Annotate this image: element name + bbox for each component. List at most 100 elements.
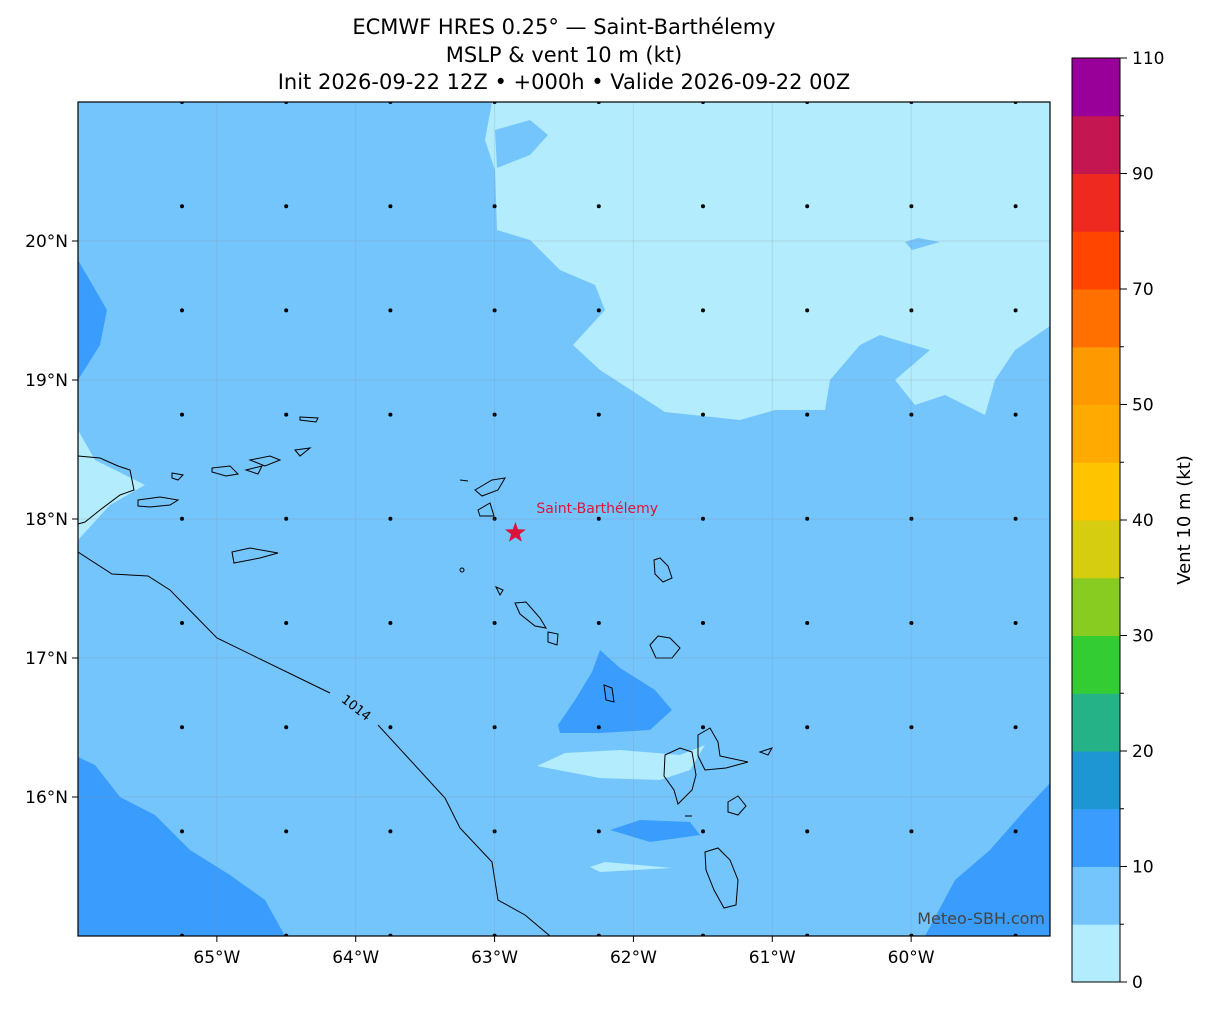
barb-dot bbox=[284, 516, 289, 521]
barb-dot bbox=[805, 308, 810, 313]
colorbar-tick-label: 20 bbox=[1132, 742, 1154, 762]
barb-dot bbox=[180, 412, 184, 417]
wind-fill bbox=[610, 820, 700, 842]
colorbar-tick-label: 30 bbox=[1132, 627, 1154, 647]
barb-dot bbox=[805, 621, 810, 625]
barb-dot bbox=[492, 621, 497, 625]
wind-fill bbox=[78, 757, 285, 936]
coastline bbox=[137, 496, 180, 508]
barb-dot bbox=[701, 204, 705, 209]
colorbar-tick-label: 90 bbox=[1132, 165, 1154, 185]
barb-dot bbox=[1013, 308, 1018, 313]
barb-dot bbox=[388, 829, 393, 834]
wind-barbs bbox=[180, 102, 1018, 936]
barb-dot bbox=[1013, 621, 1018, 625]
wind-fill bbox=[558, 650, 672, 733]
coastline bbox=[231, 547, 279, 564]
barb-dot bbox=[180, 621, 184, 625]
barb-dot bbox=[805, 516, 810, 521]
barb-dot bbox=[1013, 725, 1018, 730]
barb-dot bbox=[388, 412, 393, 417]
barb-dot bbox=[805, 412, 810, 417]
x-tick-label: 63°W bbox=[471, 948, 518, 968]
wind-fill bbox=[495, 120, 548, 168]
barb-dot bbox=[492, 308, 497, 313]
barb-dot bbox=[388, 516, 393, 521]
barb-dot bbox=[180, 829, 184, 834]
barb-dot bbox=[805, 829, 810, 834]
colorbar-segment bbox=[1072, 115, 1120, 174]
barb-dot bbox=[596, 621, 601, 625]
colorbar-tick-label: 0 bbox=[1132, 973, 1143, 993]
wind-fill bbox=[78, 260, 107, 380]
barb-dot bbox=[284, 412, 289, 417]
barb-dot bbox=[284, 204, 289, 209]
barb-dot bbox=[284, 829, 289, 834]
coastline bbox=[171, 416, 319, 481]
barb-dot bbox=[909, 621, 914, 625]
x-tick-label: 60°W bbox=[888, 948, 935, 968]
barb-dot bbox=[909, 516, 914, 521]
coastline bbox=[78, 455, 135, 525]
coastline bbox=[459, 477, 506, 573]
coastlines bbox=[78, 416, 774, 909]
barb-dot bbox=[701, 829, 705, 834]
barb-dot bbox=[492, 412, 497, 417]
barb-dot bbox=[701, 412, 705, 417]
wind-fill bbox=[78, 430, 145, 540]
barb-dot bbox=[1013, 412, 1018, 417]
barb-dot bbox=[701, 308, 705, 313]
colorbar-segment bbox=[1072, 462, 1120, 521]
colorbar-segment bbox=[1072, 231, 1120, 290]
wind-fill bbox=[485, 102, 1050, 420]
title-line: MSLP & vent 10 m (kt) bbox=[446, 43, 682, 67]
colorbar-tick-label: 40 bbox=[1132, 511, 1154, 531]
colorbar-segment bbox=[1072, 173, 1120, 232]
barb-dot bbox=[596, 725, 601, 730]
y-tick-label: 16°N bbox=[25, 788, 68, 808]
watermark: Meteo-SBH.com bbox=[917, 909, 1045, 928]
barb-dot bbox=[388, 725, 393, 730]
location-label: Saint-Barthélemy bbox=[536, 501, 658, 517]
barb-dot bbox=[1013, 829, 1018, 834]
barb-dot bbox=[596, 829, 601, 834]
colorbar-segment bbox=[1072, 58, 1120, 117]
barb-dot bbox=[180, 204, 184, 209]
map-area: 1014 Meteo-SBH.com Saint-Barthélemy bbox=[78, 102, 1050, 936]
y-tick-label: 20°N bbox=[25, 232, 68, 252]
wind-fill bbox=[537, 745, 705, 780]
colorbar-segment bbox=[1072, 808, 1120, 867]
barb-dot bbox=[492, 516, 497, 521]
wind-fill bbox=[925, 783, 1050, 936]
colorbar-tick-label: 10 bbox=[1132, 858, 1154, 878]
colorbar-segment bbox=[1072, 866, 1120, 925]
barb-dot bbox=[388, 308, 393, 313]
title-line: Init 2026-09-22 12Z • +000h • Valide 202… bbox=[278, 70, 851, 94]
barb-dot bbox=[596, 204, 601, 209]
barb-dot bbox=[909, 725, 914, 730]
coastline bbox=[685, 795, 747, 817]
colorbar-tick-label: 110 bbox=[1132, 49, 1164, 69]
barb-dot bbox=[909, 308, 914, 313]
barb-dot bbox=[180, 725, 184, 730]
colorbar-segment bbox=[1072, 404, 1120, 463]
colorbar-segment bbox=[1072, 289, 1120, 348]
wind-fill bbox=[905, 238, 940, 250]
barb-dot bbox=[596, 516, 601, 521]
colorbar-segment bbox=[1072, 577, 1120, 636]
colorbar-tick-label: 70 bbox=[1132, 280, 1154, 300]
x-tick-label: 64°W bbox=[332, 948, 379, 968]
barb-dot bbox=[1013, 516, 1018, 521]
x-tick-label: 62°W bbox=[610, 948, 657, 968]
x-tick-label: 65°W bbox=[193, 948, 240, 968]
coastline bbox=[494, 586, 559, 646]
barb-dot bbox=[1013, 204, 1018, 209]
y-tick-label: 19°N bbox=[25, 371, 68, 391]
barb-dot bbox=[805, 204, 810, 209]
barb-dot bbox=[909, 412, 914, 417]
x-tick-label: 61°W bbox=[749, 948, 796, 968]
barb-dot bbox=[492, 829, 497, 834]
barb-dot bbox=[701, 621, 705, 625]
colorbar-segment bbox=[1072, 635, 1120, 694]
